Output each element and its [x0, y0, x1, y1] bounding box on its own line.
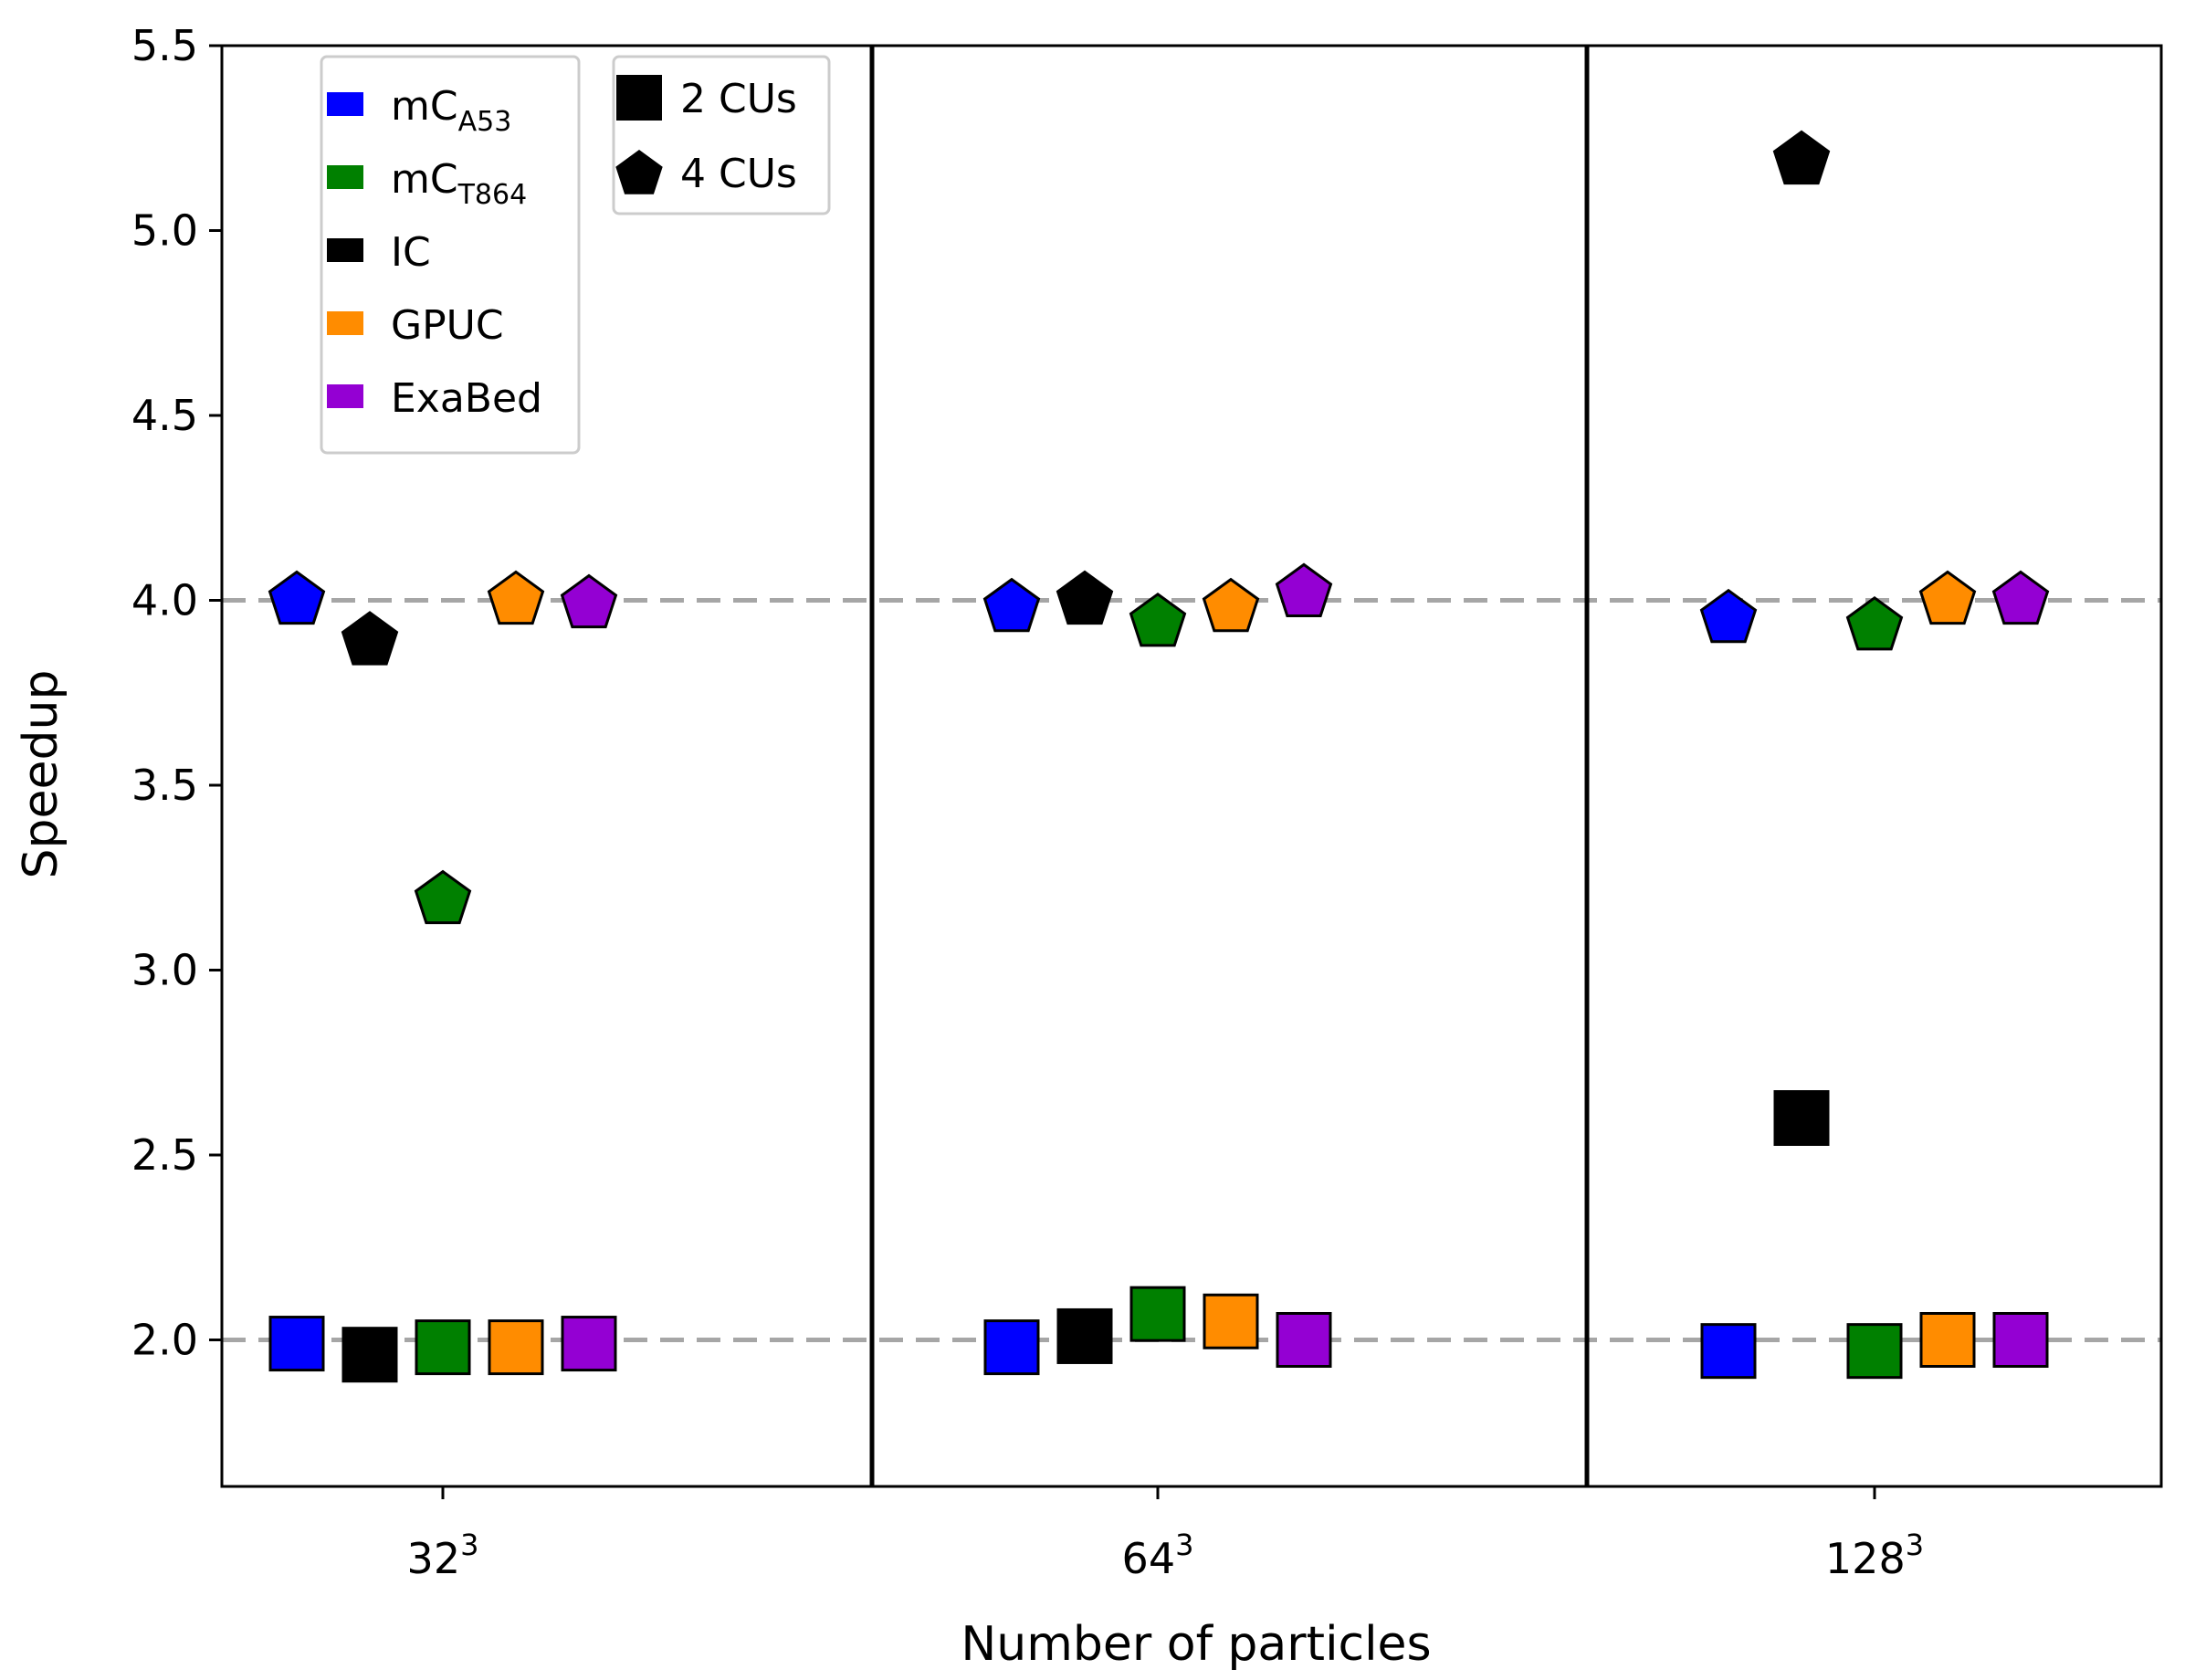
- color-legend: mCA53 mCT864 IC GPUC ExaBed: [320, 55, 581, 455]
- x-tick-label-2: 1283: [1825, 1528, 1924, 1583]
- marker-4cus-ic-0: [341, 611, 399, 666]
- marker-2cus-ic-0: [341, 1327, 398, 1383]
- legend-swatch-4: [327, 384, 363, 408]
- legend-label-2: IC: [391, 229, 431, 276]
- marker-2cus-mc-a53-0: [268, 1316, 325, 1372]
- marker-2cus-exabed-0: [561, 1316, 617, 1372]
- marker-2cus-mc-t864-0: [415, 1319, 471, 1376]
- marker-2cus-gpuc-2: [1919, 1312, 1976, 1368]
- legend-label-4: ExaBed: [391, 375, 542, 422]
- marker-legend: 2 CUs 4 CUs: [612, 55, 831, 215]
- marker-2cus-gpuc-1: [1203, 1293, 1259, 1349]
- marker-2cus-exabed-1: [1276, 1312, 1332, 1368]
- marker-4cus-mc-t864-2: [1845, 595, 1904, 651]
- marker-legend-label-0: 2 CUs: [680, 76, 797, 122]
- y-tick-label-0: 2.0: [131, 1316, 198, 1365]
- marker-2cus-mc-a53-2: [1700, 1323, 1757, 1380]
- marker-2cus-exabed-2: [1992, 1312, 2049, 1368]
- legend-marker-square: [616, 75, 662, 121]
- marker-2cus-gpuc-0: [488, 1319, 544, 1376]
- panel-dividers: [869, 46, 1590, 1486]
- legend-label-0: mCA53: [391, 83, 511, 138]
- marker-2cus-ic-2: [1773, 1090, 1830, 1146]
- reference-lines: [222, 598, 2161, 1342]
- legend-marker-pentagon: [615, 150, 663, 194]
- plot-frame: [220, 44, 2163, 1488]
- marker-legend-box: [612, 55, 831, 215]
- marker-2cus-mc-a53-1: [983, 1319, 1040, 1376]
- x-axis: 323 643 1283: [407, 1486, 1924, 1583]
- y-tick-label-1: 2.5: [131, 1130, 198, 1180]
- y-tick-label-7: 5.5: [131, 21, 198, 70]
- marker-4cus-exabed-2: [1991, 570, 2050, 625]
- x-axis-label: Number of particles: [961, 1617, 1431, 1672]
- marker-4cus-gpuc-2: [1918, 570, 1977, 625]
- marker-2cus-ic-1: [1056, 1307, 1113, 1364]
- data-markers: [268, 130, 2050, 1383]
- marker-4cus-gpuc-0: [487, 570, 545, 625]
- legend-swatch-3: [327, 311, 363, 335]
- marker-4cus-exabed-0: [560, 573, 618, 629]
- marker-4cus-mc-a53-0: [268, 570, 326, 625]
- legend-swatch-2: [327, 238, 363, 262]
- marker-4cus-gpuc-1: [1202, 577, 1260, 633]
- y-tick-label-4: 4.0: [131, 576, 198, 625]
- y-axis: 2.0 2.5 3.0 3.5 4.0 4.5 5.0 5.5: [131, 21, 222, 1365]
- x-tick-label-1: 643: [1122, 1528, 1194, 1583]
- marker-4cus-exabed-1: [1275, 562, 1333, 617]
- y-tick-label-2: 3.0: [131, 946, 198, 995]
- legend-swatch-1: [327, 165, 363, 189]
- color-legend-box: [320, 55, 581, 455]
- marker-2cus-mc-t864-2: [1846, 1323, 1903, 1380]
- y-tick-label-6: 5.0: [131, 206, 198, 256]
- marker-4cus-mc-a53-2: [1699, 588, 1758, 644]
- marker-4cus-ic-1: [1056, 570, 1114, 625]
- marker-4cus-mc-t864-1: [1129, 592, 1187, 647]
- legend-label-3: GPUC: [391, 302, 504, 349]
- marker-2cus-mc-t864-1: [1129, 1286, 1186, 1342]
- y-axis-label: Speedup: [14, 670, 68, 879]
- legend-label-1: mCT864: [391, 156, 527, 211]
- legend-swatch-0: [327, 92, 363, 116]
- marker-legend-label-1: 4 CUs: [680, 151, 797, 197]
- marker-4cus-mc-a53-1: [982, 577, 1041, 633]
- y-tick-label-5: 4.5: [131, 391, 198, 440]
- y-tick-label-3: 3.5: [131, 761, 198, 810]
- x-tick-label-0: 323: [407, 1528, 479, 1583]
- marker-4cus-ic-2: [1772, 130, 1831, 185]
- marker-4cus-mc-t864-0: [414, 869, 472, 925]
